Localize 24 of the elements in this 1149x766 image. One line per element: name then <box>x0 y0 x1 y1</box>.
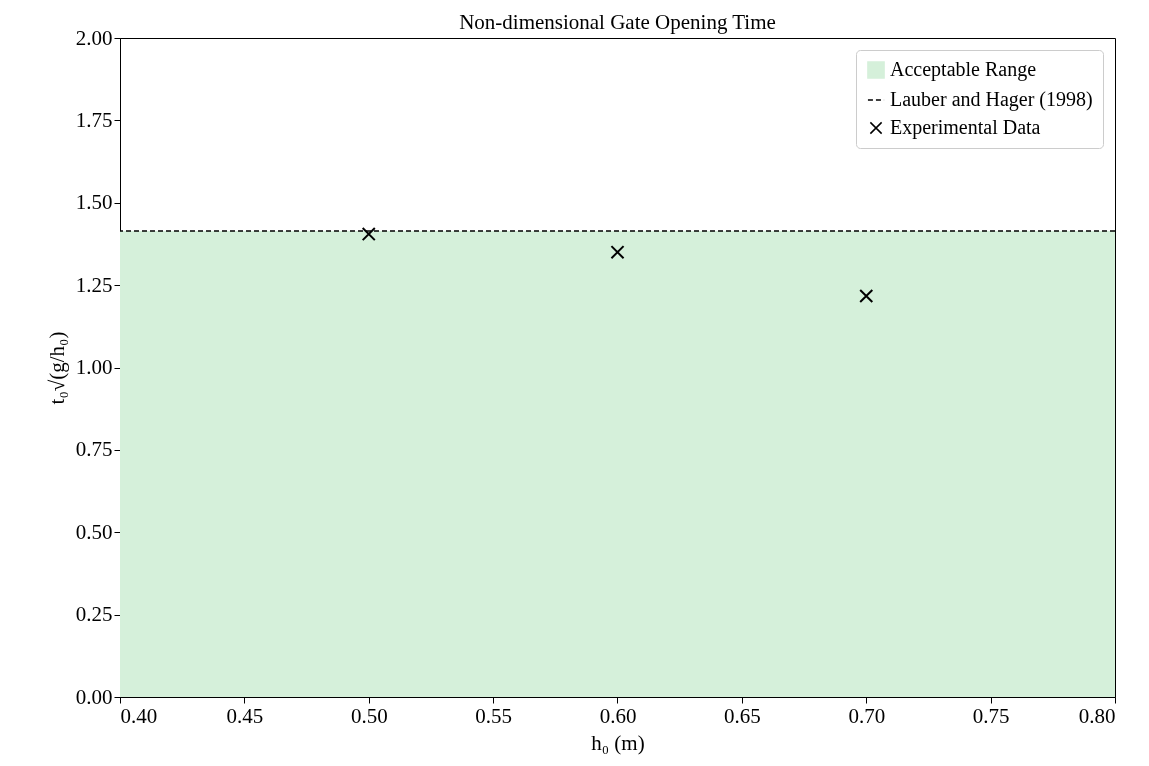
legend-label: Lauber and Hager (1998) <box>890 88 1093 111</box>
y-axis-title: t₀√(g/h₀) <box>44 331 69 405</box>
y-tick-label: 0.50 <box>75 519 113 544</box>
y-tick-label: 0.25 <box>75 602 113 627</box>
x-tick-label: 0.40 <box>120 703 158 728</box>
legend-label: Experimental Data <box>890 116 1041 139</box>
y-tick-label: 0.75 <box>75 437 113 462</box>
x-tick-label: 0.45 <box>226 703 264 728</box>
y-tick-label: 1.25 <box>75 272 113 297</box>
y-tick-label: 1.50 <box>75 190 113 215</box>
x-tick-label: 0.55 <box>475 703 512 728</box>
x-tick-label: 0.65 <box>724 703 761 728</box>
x-tick-label: 0.60 <box>599 703 637 728</box>
y-tick-label: 0.00 <box>75 684 113 709</box>
x-tick-label: 0.75 <box>972 703 1010 728</box>
y-tick-label: 1.00 <box>75 355 113 379</box>
x-tick-label: 0.50 <box>350 703 388 728</box>
chart-title: Non-dimensional Gate Opening Time <box>459 10 776 34</box>
legend-label: Acceptable Range <box>890 58 1037 81</box>
y-tick-label: 2.00 <box>75 25 113 50</box>
x-tick-label: 0.70 <box>848 703 886 728</box>
y-tick-label: 1.75 <box>75 107 113 132</box>
x-tick-label: 0.80 <box>1078 703 1116 728</box>
x-axis-title: h₀ (m) <box>591 730 645 755</box>
